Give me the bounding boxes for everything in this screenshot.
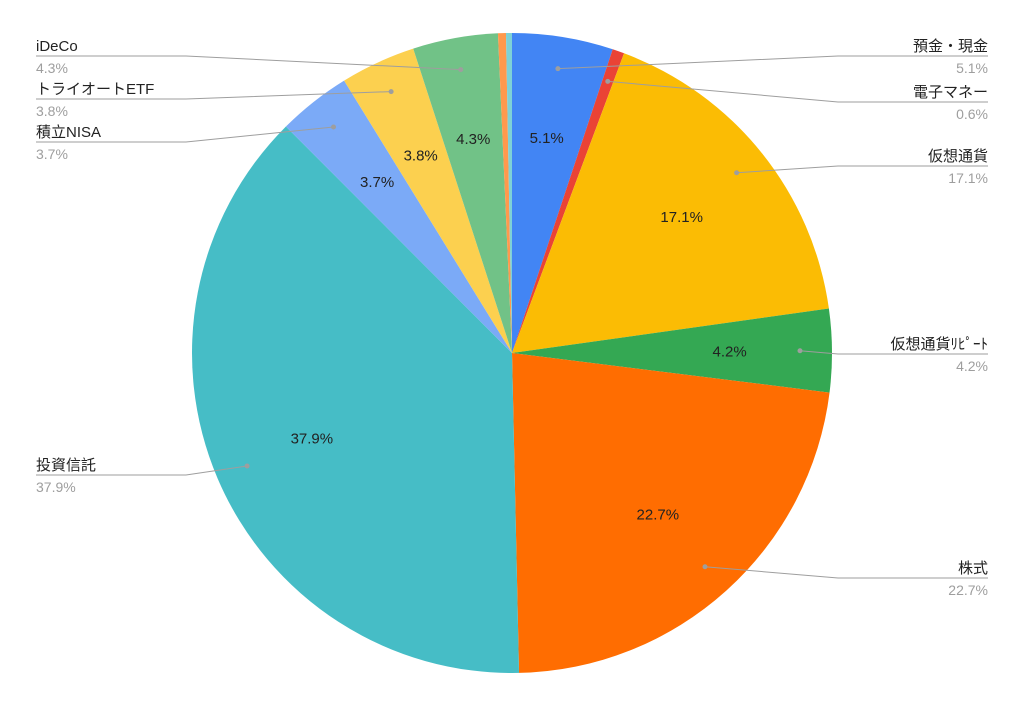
legend-percent-5: 37.9% <box>36 479 76 495</box>
pie-slice-0 <box>512 33 613 353</box>
slice-value-label-3: 4.2% <box>712 343 746 360</box>
legend-name-5: 投資信託 <box>36 457 96 474</box>
leader-line-8 <box>36 55 461 71</box>
slice-value-label-7: 3.8% <box>404 147 438 164</box>
legend-percent-7: 3.8% <box>36 103 68 119</box>
legend-layer: 預金・現金 5.1% 電子マネー 0.6% 仮想通貨 17.1% 仮想通貨ﾘﾋﾟｰﾄ 4.2%… <box>36 38 988 598</box>
leader-line-0 <box>557 55 988 70</box>
pie-slice-2 <box>512 53 829 354</box>
slice-value-label-6: 3.7% <box>360 174 394 191</box>
leader-line-5 <box>36 465 248 476</box>
slice-value-label-5: 37.9% <box>291 430 334 447</box>
leader-line-7 <box>36 91 392 100</box>
leader-line-4 <box>704 566 988 579</box>
slice-value-label-4: 22.7% <box>637 507 680 524</box>
pie-slice-6 <box>285 80 512 353</box>
leader-dot-6 <box>330 124 336 130</box>
legend-name-2: 仮想通貨 <box>928 148 988 165</box>
legend-percent-3: 4.2% <box>956 358 988 374</box>
leaders-layer <box>36 55 988 579</box>
slice-labels-layer: 5.1% 17.1% 4.2% 22.7% 37.9% 3.7% 3.8% 4.3% <box>291 130 747 523</box>
legend-name-1: 電子マネー <box>913 84 988 101</box>
legend-name-0: 預金・現金 <box>913 38 988 55</box>
legend-percent-6: 3.7% <box>36 146 68 162</box>
pie-slice-7 <box>344 48 512 354</box>
legend-percent-0: 5.1% <box>956 60 988 76</box>
legend-name-4: 株式 <box>958 560 988 577</box>
slice-value-label-8: 4.3% <box>456 131 490 148</box>
legend-percent-8: 4.3% <box>36 60 68 76</box>
pie-slice-5 <box>192 126 520 674</box>
pie-slice-10 <box>505 33 512 353</box>
legend-name-8: iDeCo <box>36 38 78 55</box>
pie-slice-8 <box>413 33 512 354</box>
slice-value-label-2: 17.1% <box>660 209 703 226</box>
legend-name-6: 積立NISA <box>36 124 101 141</box>
leader-line-6 <box>36 126 334 143</box>
pie-slice-4 <box>512 353 830 673</box>
slice-value-label-0: 5.1% <box>530 130 564 147</box>
pie-slice-1 <box>512 49 625 353</box>
slices-layer <box>192 33 832 674</box>
leader-line-3 <box>799 350 988 355</box>
pie-slice-9 <box>497 33 512 353</box>
leader-line-2 <box>736 165 988 174</box>
leader-line-1 <box>607 80 988 103</box>
legend-percent-2: 17.1% <box>948 170 988 186</box>
legend-name-3: 仮想通貨ﾘﾋﾟｰﾄ <box>890 336 988 353</box>
pie-slice-3 <box>512 308 832 393</box>
legend-percent-1: 0.6% <box>956 106 988 122</box>
legend-percent-4: 22.7% <box>948 582 988 598</box>
legend-name-7: トライオートETF <box>36 81 154 98</box>
